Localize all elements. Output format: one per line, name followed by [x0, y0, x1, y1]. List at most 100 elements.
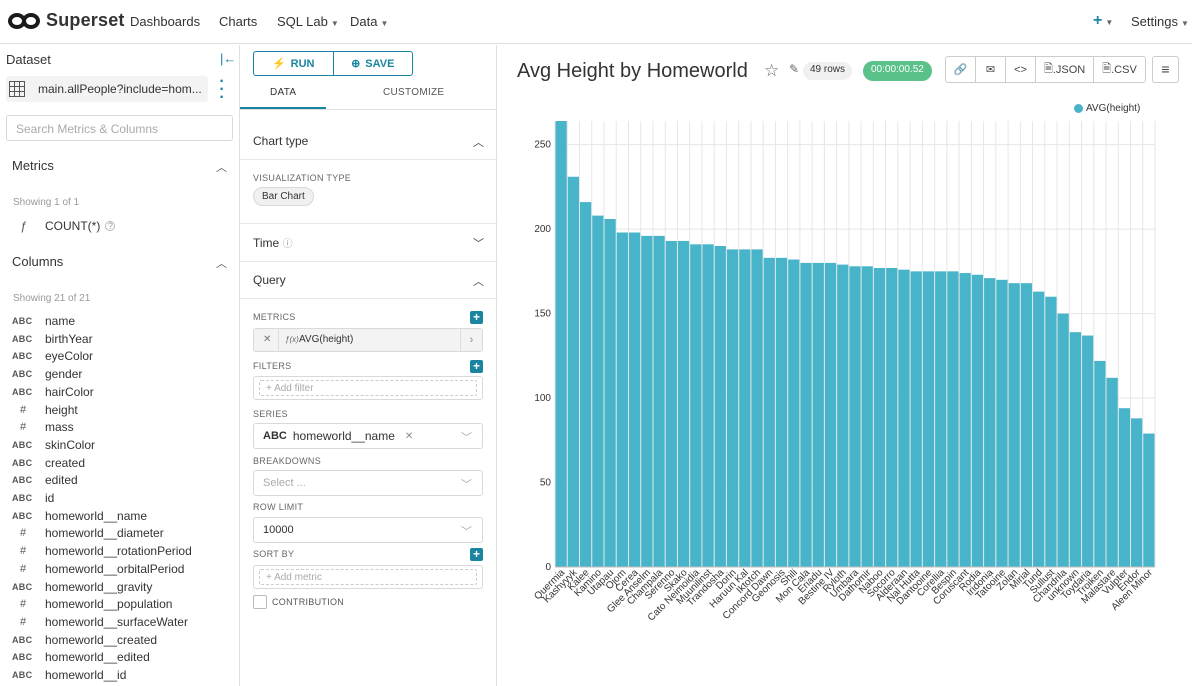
column-item[interactable]: ABC gender: [12, 366, 82, 382]
chevron-up-icon[interactable]: ︿: [216, 258, 227, 270]
column-item[interactable]: # homeworld__rotationPeriod: [12, 543, 192, 559]
column-item[interactable]: ABC homeworld__name: [12, 508, 147, 524]
column-item[interactable]: ABC skinColor: [12, 437, 95, 453]
chevron-up-icon[interactable]: ︿: [473, 137, 484, 149]
column-item[interactable]: ABC hairColor: [12, 384, 94, 400]
edit-icon[interactable]: ✎: [789, 62, 800, 76]
link-icon[interactable]: 🔗: [946, 57, 976, 82]
chevron-right-icon[interactable]: ›: [460, 329, 482, 351]
y-tick-label: 150: [534, 309, 551, 320]
metrics-section-title[interactable]: Metrics: [12, 158, 54, 173]
plus-circle-icon: ⊕: [351, 58, 361, 70]
query-section[interactable]: Query: [253, 273, 286, 287]
series-label: SERIES: [253, 409, 288, 419]
breakdowns-select[interactable]: Select ... ﹀: [253, 470, 483, 496]
bar: [873, 267, 886, 567]
string-type-icon: ABC: [12, 670, 33, 680]
metric-value: AVG(height): [299, 334, 354, 345]
add-filter-plus-icon[interactable]: +: [470, 360, 483, 373]
help-icon[interactable]: ?: [105, 221, 116, 231]
column-item[interactable]: # height: [12, 402, 78, 418]
nav-dashboards[interactable]: Dashboards: [130, 14, 201, 29]
column-item[interactable]: # homeworld__surfaceWater: [12, 614, 188, 630]
numeric-type-icon: #: [20, 562, 27, 575]
remove-icon[interactable]: ✕: [263, 334, 272, 345]
column-item[interactable]: ABC homeworld__gravity: [12, 579, 152, 595]
bar: [567, 176, 579, 567]
dataset-selector[interactable]: main.allPeople?include=hom...: [6, 76, 208, 102]
contribution-checkbox[interactable]: [253, 595, 267, 609]
bar: [1008, 283, 1020, 567]
code-icon[interactable]: <>: [1006, 57, 1036, 82]
kebab-menu-icon[interactable]: · · ·: [219, 73, 225, 106]
column-item[interactable]: ABC homeworld__edited: [12, 649, 150, 665]
nav-charts[interactable]: Charts: [219, 14, 258, 29]
columns-section-title[interactable]: Columns: [12, 254, 64, 269]
search-metrics-columns-input[interactable]: Search Metrics & Columns: [6, 115, 233, 141]
metric-item[interactable]: ƒ COUNT(*) ?: [20, 218, 116, 234]
column-item[interactable]: ABC name: [12, 313, 75, 329]
remove-tag-icon[interactable]: ✕: [404, 430, 414, 442]
chart-type-section[interactable]: Chart type: [253, 134, 309, 148]
numeric-type-icon: #: [20, 545, 27, 558]
column-name: id: [45, 491, 55, 505]
column-item[interactable]: ABC edited: [12, 472, 78, 488]
column-item[interactable]: ABC homeworld__created: [12, 632, 157, 648]
run-button[interactable]: ⚡ RUN: [254, 52, 334, 75]
y-tick-label: 50: [540, 478, 552, 489]
viz-type-selector[interactable]: Bar Chart: [253, 187, 314, 206]
chevron-down-icon[interactable]: ﹀: [473, 238, 484, 250]
add-sort-plus-icon[interactable]: +: [470, 548, 483, 561]
tab-customize[interactable]: CUSTOMIZE: [383, 87, 445, 98]
chart-title[interactable]: Avg Height by Homeworld: [517, 60, 748, 82]
chevron-up-icon[interactable]: ︿: [216, 162, 227, 174]
bar: [628, 232, 641, 567]
collapse-panel-icon[interactable]: |←: [220, 51, 237, 66]
bar: [702, 244, 714, 568]
column-item[interactable]: ABC birthYear: [12, 331, 93, 347]
new-plus-icon[interactable]: + ▼: [1093, 12, 1114, 29]
string-type-icon: ABC: [12, 652, 33, 663]
export-json-button[interactable]: 🗎 .JSON: [1036, 57, 1095, 82]
series-select[interactable]: ABC homeworld__name ✕ ﹀: [253, 423, 483, 449]
add-metric-plus-icon[interactable]: +: [470, 311, 483, 324]
save-button[interactable]: ⊕ SAVE: [334, 52, 413, 75]
column-name: created: [45, 455, 86, 470]
email-icon[interactable]: ✉: [976, 57, 1006, 82]
star-icon[interactable]: ☆: [764, 61, 780, 80]
column-item[interactable]: # mass: [12, 419, 74, 435]
bar: [996, 279, 1008, 567]
nav-data[interactable]: Data ▼: [350, 14, 388, 29]
file-icon: 🗎: [1102, 63, 1112, 75]
column-item[interactable]: ABC eyeColor: [12, 348, 93, 364]
nav-sql-lab[interactable]: SQL Lab ▼: [277, 14, 339, 29]
column-name: homeworld__population: [45, 597, 173, 612]
bar: [1045, 296, 1057, 567]
column-item[interactable]: # homeworld__diameter: [12, 525, 164, 541]
column-name: gender: [45, 367, 83, 382]
hamburger-menu-icon[interactable]: ≡: [1152, 56, 1179, 83]
add-filter-box[interactable]: + Add filter: [253, 376, 483, 400]
plus-icon: +: [266, 383, 275, 394]
column-item[interactable]: ABC homeworld__id: [12, 667, 126, 683]
chevron-down-icon: ﹀: [461, 526, 472, 538]
tab-data[interactable]: DATA: [270, 87, 297, 98]
row-limit-select[interactable]: 10000 ﹀: [253, 517, 483, 543]
metric-tag[interactable]: ✕ ƒ(x) AVG(height) ›: [253, 328, 483, 352]
export-csv-button[interactable]: 🗎 .CSV: [1094, 57, 1145, 82]
bar: [1020, 283, 1033, 567]
nav-settings[interactable]: Settings ▼: [1131, 14, 1189, 29]
chart-legend[interactable]: AVG(height): [1074, 103, 1140, 114]
time-section[interactable]: Time ⓘ: [253, 235, 293, 250]
active-tab-indicator: [240, 107, 326, 109]
column-item[interactable]: # homeworld__orbitalPeriod: [12, 561, 184, 577]
nav-sql-lab-label: SQL Lab: [277, 14, 328, 29]
column-item[interactable]: ABC created: [12, 455, 85, 471]
column-item[interactable]: # homeworld__population: [12, 596, 172, 612]
chevron-up-icon[interactable]: ︿: [473, 276, 484, 288]
query-time-badge: 00:00:00.52: [863, 61, 932, 81]
add-metric-box[interactable]: + Add metric: [253, 565, 483, 589]
superset-logo[interactable]: Superset: [8, 10, 125, 31]
bar: [690, 244, 702, 568]
column-item[interactable]: ABC id: [12, 490, 54, 506]
